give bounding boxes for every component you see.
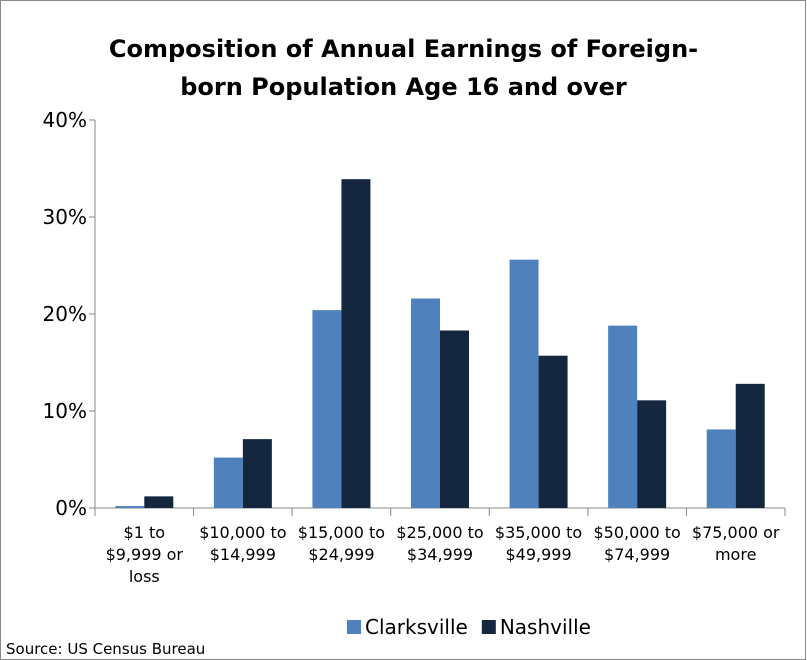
legend-swatch <box>347 620 361 634</box>
bar <box>115 506 145 508</box>
bar <box>341 179 371 509</box>
source-note: Source: US Census Bureau <box>6 640 206 658</box>
bar <box>312 310 342 508</box>
legend-label: Clarksville <box>365 615 468 639</box>
x-tick-label: $50,000 to $74,999 <box>593 523 681 564</box>
y-tick-label: 40% <box>42 108 87 132</box>
bar <box>213 457 243 508</box>
y-tick-label: 10% <box>42 399 87 423</box>
bar <box>637 400 667 508</box>
bar <box>440 330 469 508</box>
legend-label: Nashville <box>500 615 591 639</box>
bar <box>509 259 539 508</box>
bar <box>538 355 568 508</box>
x-tick-label: $1 to $9,999 or loss <box>105 523 183 586</box>
bar <box>144 496 174 508</box>
x-tick-label: $25,000 to $34,999 <box>396 523 484 564</box>
y-tick-label: 0% <box>55 496 87 520</box>
legend-swatch <box>481 620 496 634</box>
y-tick-label: 20% <box>42 302 87 326</box>
bar <box>411 298 440 508</box>
x-tick-label: $10,000 to $14,999 <box>199 523 287 564</box>
x-tick-label: $35,000 to $49,999 <box>494 523 583 564</box>
x-tick-label: $75,000 or more <box>691 523 780 564</box>
bar <box>735 383 765 508</box>
y-tick-label: 30% <box>42 205 87 229</box>
x-tick-label: $15,000 to $24,999 <box>297 523 386 564</box>
bar <box>242 439 272 508</box>
bar <box>706 429 736 508</box>
bar <box>608 325 638 508</box>
chart-title: Composition of Annual Earnings of Foreig… <box>108 35 699 101</box>
